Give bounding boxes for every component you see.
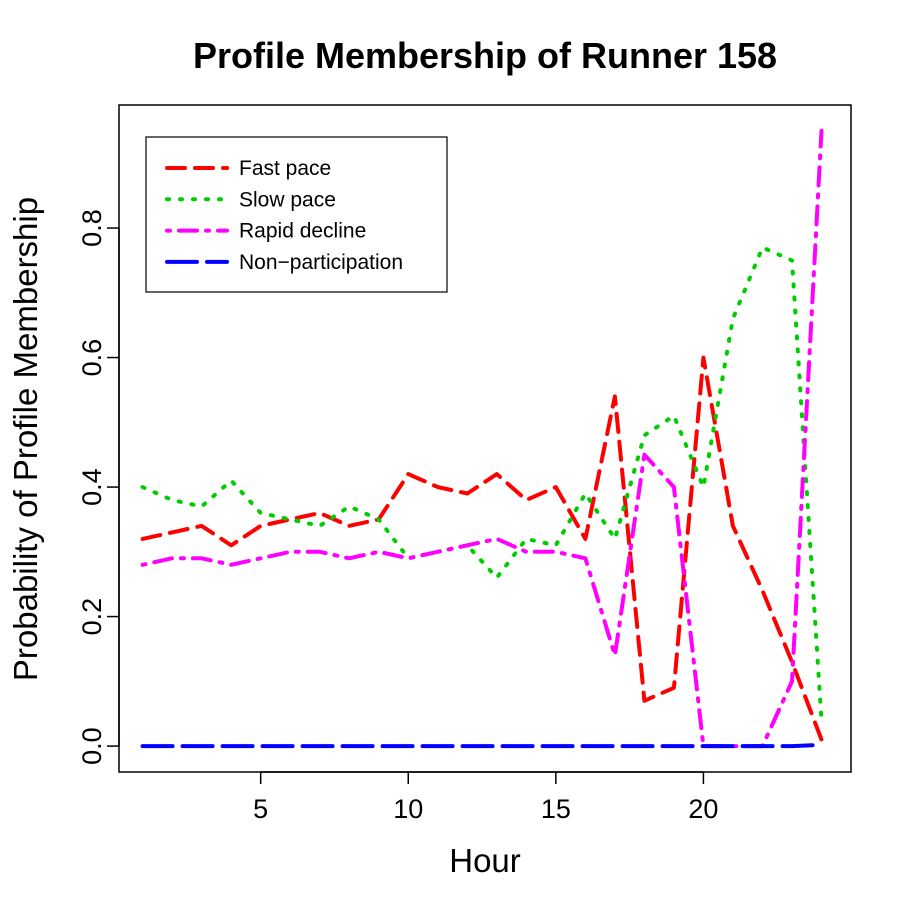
x-tick-label: 20	[688, 794, 718, 824]
series-layer	[140, 128, 824, 749]
chart-title: Profile Membership of Runner 158	[193, 35, 777, 76]
series-line-3	[140, 742, 824, 749]
y-tick-label: 0.8	[77, 209, 107, 247]
x-tick-label: 10	[393, 794, 423, 824]
y-tick-label: 0.6	[77, 339, 107, 377]
legend-label-2: Rapid decline	[239, 220, 366, 243]
y-tick-label: 0.0	[77, 727, 107, 765]
series-line-1	[140, 245, 824, 723]
x-tick-label: 5	[253, 794, 268, 824]
legend: Fast pace Slow pace Rapid decline Non−parti…	[145, 136, 448, 293]
legend-label-3: Non−participation	[239, 251, 403, 274]
y-axis: 0.0 0.2 0.4 0.6 0.8	[77, 209, 120, 765]
x-tick-label: 15	[541, 794, 571, 824]
x-axis-label: Hour	[449, 842, 521, 879]
series-line-0	[140, 355, 824, 742]
y-tick-label: 0.4	[77, 468, 107, 506]
legend-label-0: Fast pace	[239, 157, 331, 180]
y-tick-label: 0.2	[77, 598, 107, 636]
x-axis: 5 10 15 20	[253, 771, 718, 824]
y-axis-label: Probability of Profile Membership	[7, 197, 44, 681]
legend-box	[145, 136, 448, 293]
legend-label-1: Slow pace	[239, 188, 336, 211]
